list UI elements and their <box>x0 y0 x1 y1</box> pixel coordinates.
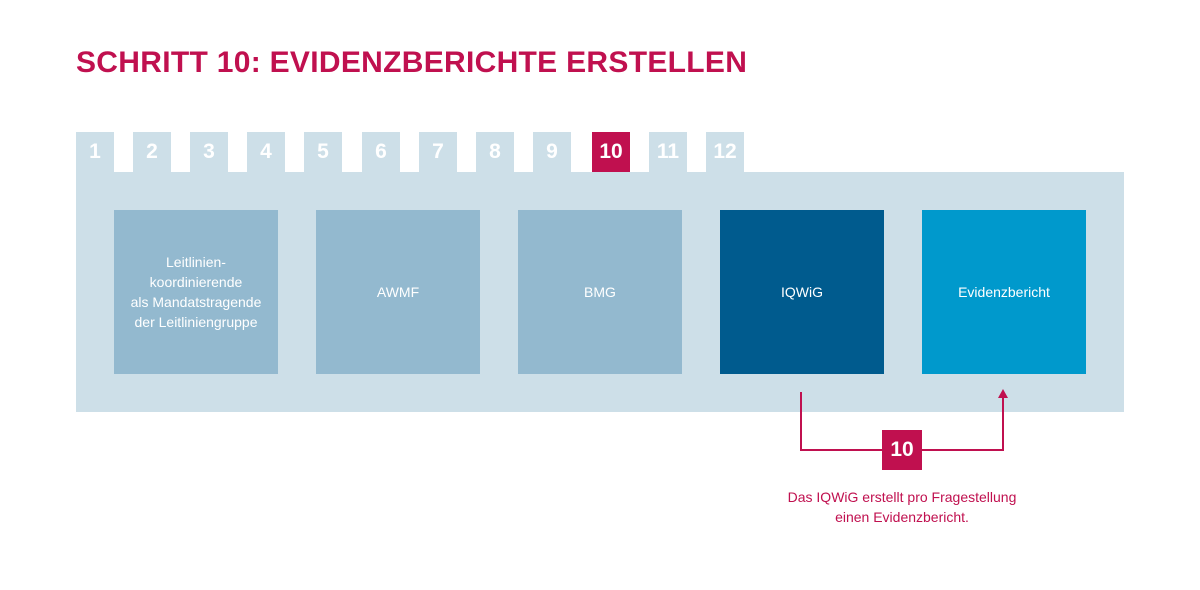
step-tab-3[interactable]: 3 <box>190 132 228 172</box>
step-tab-12[interactable]: 12 <box>706 132 744 172</box>
box-leitlinienkoordinierende: Leitlinien- koordinierende als Mandatstr… <box>114 210 278 374</box>
box-awmf: AWMF <box>316 210 480 374</box>
step-tab-4[interactable]: 4 <box>247 132 285 172</box>
step-tab-6[interactable]: 6 <box>362 132 400 172</box>
flow-caption: Das IQWiG erstellt pro Fragestellung ein… <box>787 489 1017 525</box>
box-bmg: BMG <box>518 210 682 374</box>
step-tab-2[interactable]: 2 <box>133 132 171 172</box>
step-tab-10[interactable]: 10 <box>592 132 630 172</box>
box-iqwig: IQWiG <box>720 210 884 374</box>
step-tab-11[interactable]: 11 <box>649 132 687 172</box>
step-tab-8[interactable]: 8 <box>476 132 514 172</box>
box-evidenzbericht: Evidenzbericht <box>922 210 1086 374</box>
step-tab-1[interactable]: 1 <box>76 132 114 172</box>
flow-step-badge: 10 <box>882 430 922 470</box>
step-tab-9[interactable]: 9 <box>533 132 571 172</box>
step-tab-5[interactable]: 5 <box>304 132 342 172</box>
step-tab-7[interactable]: 7 <box>419 132 457 172</box>
page-title: SCHRITT 10: EVIDENZBERICHTE ERSTELLEN <box>76 46 748 79</box>
